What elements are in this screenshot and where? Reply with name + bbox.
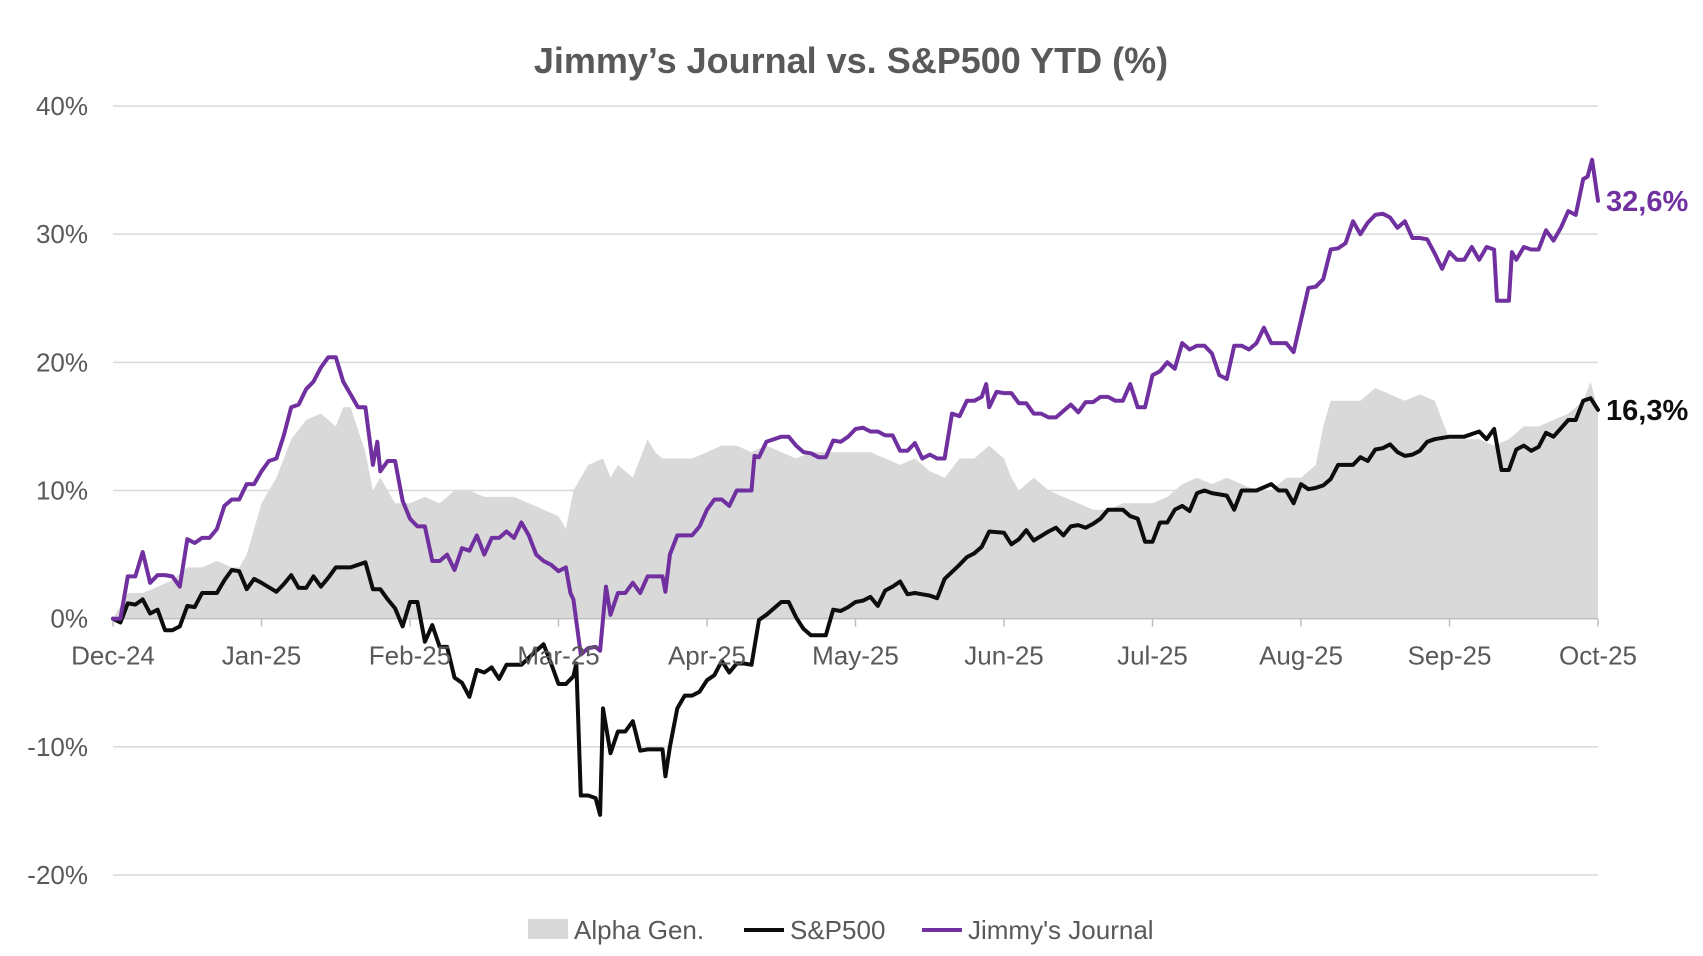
jimmys-journal-end-label: 32,6% [1606,186,1688,218]
legend-alpha-gen-label: Alpha Gen. [574,915,704,945]
x-tick-label-6: Jun-25 [964,641,1044,671]
x-tick-label-8: Aug-25 [1259,641,1343,671]
x-axis-ticks: Dec-24 Jan-25 Feb-25 Mar-25 Apr-25 May-25 Jun-… [71,641,1637,671]
y-tick-label-6: -20% [27,860,88,890]
y-tick-label-5: -10% [27,732,88,762]
sp500-end-label: 16,3% [1606,395,1688,427]
legend-alpha-gen-swatch [528,919,568,939]
legend-jimmys-journal: Jimmy's Journal [922,915,1154,945]
series-jimmys-journal-line [111,157,1600,657]
legend: Alpha Gen. S&P500 Jimmy's Journal [528,915,1154,945]
x-tick-label-3: Mar-25 [517,641,599,671]
y-tick-label-2: 20% [36,347,88,377]
y-tick-label-0: 40% [36,91,88,121]
legend-sp500: S&P500 [744,915,885,945]
x-tick-label-2: Feb-25 [369,641,451,671]
x-tick-label-0: Dec-24 [71,641,155,671]
x-tick-label-1: Jan-25 [222,641,302,671]
series-alpha-gen-area [113,381,1598,619]
y-tick-label-4: 0% [50,604,88,634]
x-tick-label-9: Sep-25 [1408,641,1492,671]
x-tick-label-10: Oct-25 [1559,641,1637,671]
legend-sp500-label: S&P500 [790,915,885,945]
series-sp500-line [111,396,1600,817]
chart-title: Jimmy’s Journal vs. S&P500 YTD (%) [534,40,1168,81]
x-tick-label-7: Jul-25 [1117,641,1188,671]
legend-alpha-gen: Alpha Gen. [528,915,704,945]
y-tick-label-3: 10% [36,476,88,506]
line-layer [111,157,1600,817]
y-tick-label-1: 30% [36,219,88,249]
y-axis-ticks: 40% 30% 20% 10% 0% -10% -20% [27,91,88,890]
legend-jimmys-journal-label: Jimmy's Journal [968,915,1154,945]
area-layer [112,381,1599,627]
x-tick-label-5: May-25 [812,641,899,671]
end-labels: 16,3% 32,6% [1606,186,1688,427]
x-tick-label-4: Apr-25 [668,641,746,671]
